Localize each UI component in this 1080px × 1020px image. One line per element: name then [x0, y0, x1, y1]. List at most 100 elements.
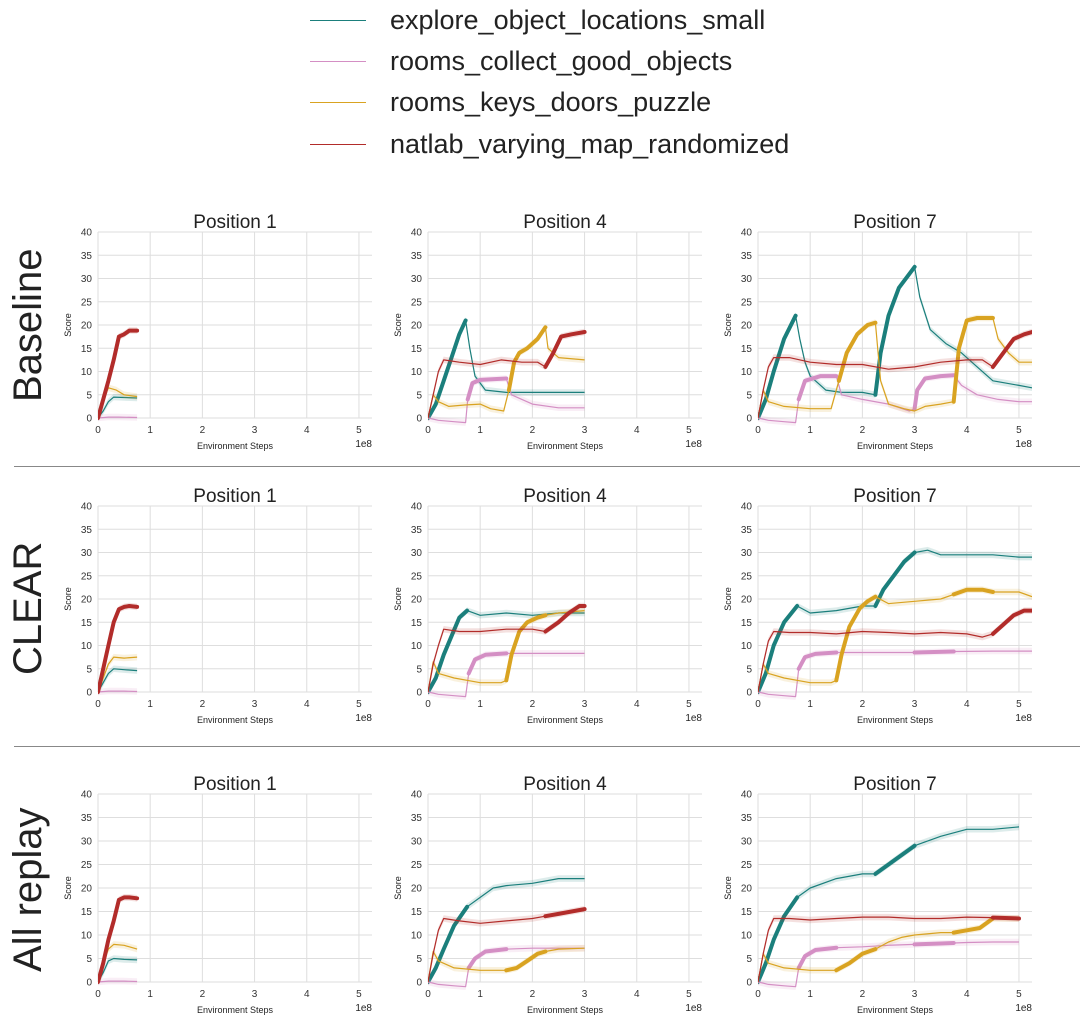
chart-clear-position-1-xtick-2: 2	[200, 699, 206, 710]
chart-baseline-position-7-title: Position 7	[853, 212, 936, 233]
chart-baseline-position-1-xtick-0: 0	[95, 425, 101, 436]
chart-clear-position-1-xtick-5: 5	[356, 699, 362, 710]
chart-baseline-position-7-series-rooms-collect-good-objects-active-1	[912, 373, 956, 411]
chart-all-replay-position-7-xtick-1: 1	[807, 989, 813, 1000]
chart-baseline-position-1-ytick-8: 40	[81, 228, 93, 239]
chart-all-replay-position-1-ytick-1: 5	[86, 954, 92, 965]
chart-all-replay-position-4-series-explore-object-locations-small-active-0	[428, 904, 470, 984]
chart-all-replay-position-4-xtick-4: 4	[634, 989, 640, 1000]
chart-all-replay-position-4-ytick-8: 40	[411, 790, 423, 801]
chart-baseline-position-4-series-explore-object-locations-small-active-0	[428, 318, 468, 420]
chart-all-replay-position-4-ytick-6: 30	[411, 837, 423, 848]
chart-baseline-position-7-xtick-3: 3	[912, 425, 918, 436]
chart-clear-position-1-ytick-6: 30	[81, 548, 93, 559]
chart-all-replay-position-4-series-natlab-varying-map-randomized-active-0	[543, 907, 587, 919]
chart-baseline-position-7-ytick-4: 20	[741, 321, 753, 332]
chart-all-replay-position-1-ylabel: Score	[63, 876, 73, 900]
chart-clear-position-1-xtick-3: 3	[252, 699, 258, 710]
chart-all-replay-position-7-series-explore-object-locations-small-band	[758, 823, 1019, 986]
chart-clear-position-7-ytick-1: 5	[746, 664, 752, 675]
chart-clear-position-1-series-rooms-collect-good-objects-line	[98, 690, 138, 693]
chart-clear-position-4-series-explore-object-locations-small-active-0	[428, 608, 470, 694]
chart-clear-position-7-series-rooms-collect-good-objects-active-0	[796, 650, 839, 671]
chart-clear-position-7-series-explore-object-locations-small-band	[758, 546, 1032, 696]
legend-swatch-2	[310, 101, 366, 103]
chart-baseline-position-1-series-explore-object-locations-small-line	[98, 396, 138, 419]
chart-clear-position-4-ytick-4: 20	[411, 595, 423, 606]
chart-baseline-position-4-xtick-3: 3	[582, 425, 588, 436]
chart-baseline-position-1-x-exponent: 1e8	[355, 439, 372, 450]
chart-all-replay-position-1-xtick-5: 5	[356, 989, 362, 1000]
chart-all-replay-position-7-series-rooms-keys-doors-puzzle-active-0	[834, 947, 878, 973]
chart-all-replay-position-4-x-exponent: 1e8	[685, 1003, 702, 1014]
chart-all-replay-position-1-ytick-6: 30	[81, 837, 93, 848]
chart-baseline-position-4-ytick-8: 40	[411, 228, 423, 239]
chart-all-replay-position-1-ytick-7: 35	[81, 813, 93, 824]
chart-clear-position-4-x-exponent: 1e8	[685, 713, 702, 724]
chart-clear-position-4-xtick-1: 1	[477, 699, 483, 710]
chart-all-replay-position-7-x-exponent: 1e8	[1015, 1003, 1032, 1014]
chart-clear-position-7-series-explore-object-locations-small-active-1	[873, 550, 917, 608]
chart-all-replay-position-7-series-natlab-varying-map-randomized-band	[758, 913, 1019, 986]
chart-clear-position-4-ytick-0: 0	[416, 688, 422, 699]
chart-baseline-position-4-xtick-5: 5	[686, 425, 692, 436]
chart-clear-position-4: 0 5 10 15 20 25 30 35 40 0 1 2 3 4 5 Position 4 Environm…	[393, 486, 702, 725]
legend-swatch-3	[310, 143, 366, 145]
chart-baseline-position-7-series-rooms-keys-doors-puzzle-active-1	[951, 316, 995, 404]
chart-all-replay-position-4-ytick-5: 25	[411, 860, 423, 871]
chart-all-replay-position-4-xlabel: Environment Steps	[527, 1005, 604, 1015]
chart-all-replay-position-7-series-explore-object-locations-small-active-1	[873, 843, 917, 876]
chart-clear-position-4-ytick-6: 30	[411, 548, 423, 559]
chart-baseline-position-7-xlabel: Environment Steps	[857, 441, 934, 451]
chart-clear-position-4-ytick-8: 40	[411, 502, 423, 513]
chart-all-replay-position-7-xtick-3: 3	[912, 989, 918, 1000]
chart-clear-position-7-title: Position 7	[853, 486, 936, 507]
chart-all-replay-position-7-ylabel: Score	[723, 876, 733, 900]
chart-clear-position-4-xtick-2: 2	[530, 699, 536, 710]
chart-baseline-position-7-series-explore-object-locations-small-active-0	[758, 313, 798, 420]
chart-all-replay-position-1-series-explore-object-locations-small-line	[98, 957, 138, 983]
chart-clear-position-4-series-rooms-keys-doors-puzzle-active-0	[504, 613, 548, 683]
chart-baseline-position-7-xtick-4: 4	[964, 425, 970, 436]
chart-all-replay-position-7: 0 5 10 15 20 25 30 35 40 0 1 2 3 4 5 Position 7 Environm…	[723, 774, 1032, 1015]
chart-clear-position-7-ytick-4: 20	[741, 595, 753, 606]
chart-all-replay-position-7-series-rooms-collect-good-objects-active-0	[796, 945, 839, 970]
chart-clear-position-1-xtick-4: 4	[304, 699, 310, 710]
chart-baseline-position-1-series-rooms-keys-doors-puzzle-band	[98, 384, 138, 422]
chart-clear-position-1-ytick-3: 15	[81, 618, 93, 629]
chart-clear-position-7-series-rooms-collect-good-objects-band	[758, 647, 1032, 700]
chart-clear-position-1: 0 5 10 15 20 25 30 35 40 0 1 2 3 4 5 Position 1 Environm…	[63, 486, 372, 725]
chart-baseline-position-4-xtick-2: 2	[530, 425, 536, 436]
chart-clear-position-7-xtick-5: 5	[1016, 699, 1022, 710]
chart-clear-position-4-ytick-3: 15	[411, 618, 423, 629]
chart-all-replay-position-7-xlabel: Environment Steps	[857, 1005, 934, 1015]
chart-clear-position-7-ytick-6: 30	[741, 548, 753, 559]
chart-baseline-position-7: 0 5 10 15 20 25 30 35 40 0 1 2 3 4 5 Position 7 Environm…	[723, 212, 1032, 451]
chart-all-replay-position-7-xtick-4: 4	[964, 989, 970, 1000]
chart-clear-position-7-ylabel: Score	[723, 587, 733, 611]
chart-baseline-position-7-x-exponent: 1e8	[1015, 439, 1032, 450]
chart-clear-position-7-ytick-2: 10	[741, 641, 753, 652]
chart-all-replay-position-7-ytick-3: 15	[741, 907, 753, 918]
chart-baseline-position-7-ytick-6: 30	[741, 274, 753, 285]
chart-baseline-position-4-ytick-2: 10	[411, 367, 423, 378]
chart-clear-position-1-ytick-0: 0	[86, 688, 92, 699]
chart-all-replay-position-7-ytick-7: 35	[741, 813, 753, 824]
chart-clear-position-7-x-exponent: 1e8	[1015, 713, 1032, 724]
chart-baseline-position-7-series-rooms-keys-doors-puzzle-active-0	[836, 320, 878, 383]
chart-clear-position-4-xtick-5: 5	[686, 699, 692, 710]
chart-all-replay-position-7-xtick-0: 0	[755, 989, 761, 1000]
chart-all-replay-position-4-ytick-7: 35	[411, 813, 423, 824]
chart-all-replay-position-4-ytick-1: 5	[416, 954, 422, 965]
chart-clear-position-7-xtick-3: 3	[912, 699, 918, 710]
chart-baseline-position-1-title: Position 1	[193, 212, 276, 233]
chart-clear-position-7-xtick-1: 1	[807, 699, 813, 710]
chart-clear-position-7-ytick-8: 40	[741, 502, 753, 513]
chart-clear-position-7-ytick-3: 15	[741, 618, 753, 629]
chart-baseline-position-7-xtick-2: 2	[860, 425, 866, 436]
chart-all-replay-position-4-xtick-3: 3	[582, 989, 588, 1000]
chart-clear-position-1-ytick-1: 5	[86, 664, 92, 675]
chart-all-replay-position-1-xtick-2: 2	[200, 989, 206, 1000]
chart-baseline-position-4-ytick-0: 0	[416, 414, 422, 425]
chart-clear-position-7-xtick-2: 2	[860, 699, 866, 710]
